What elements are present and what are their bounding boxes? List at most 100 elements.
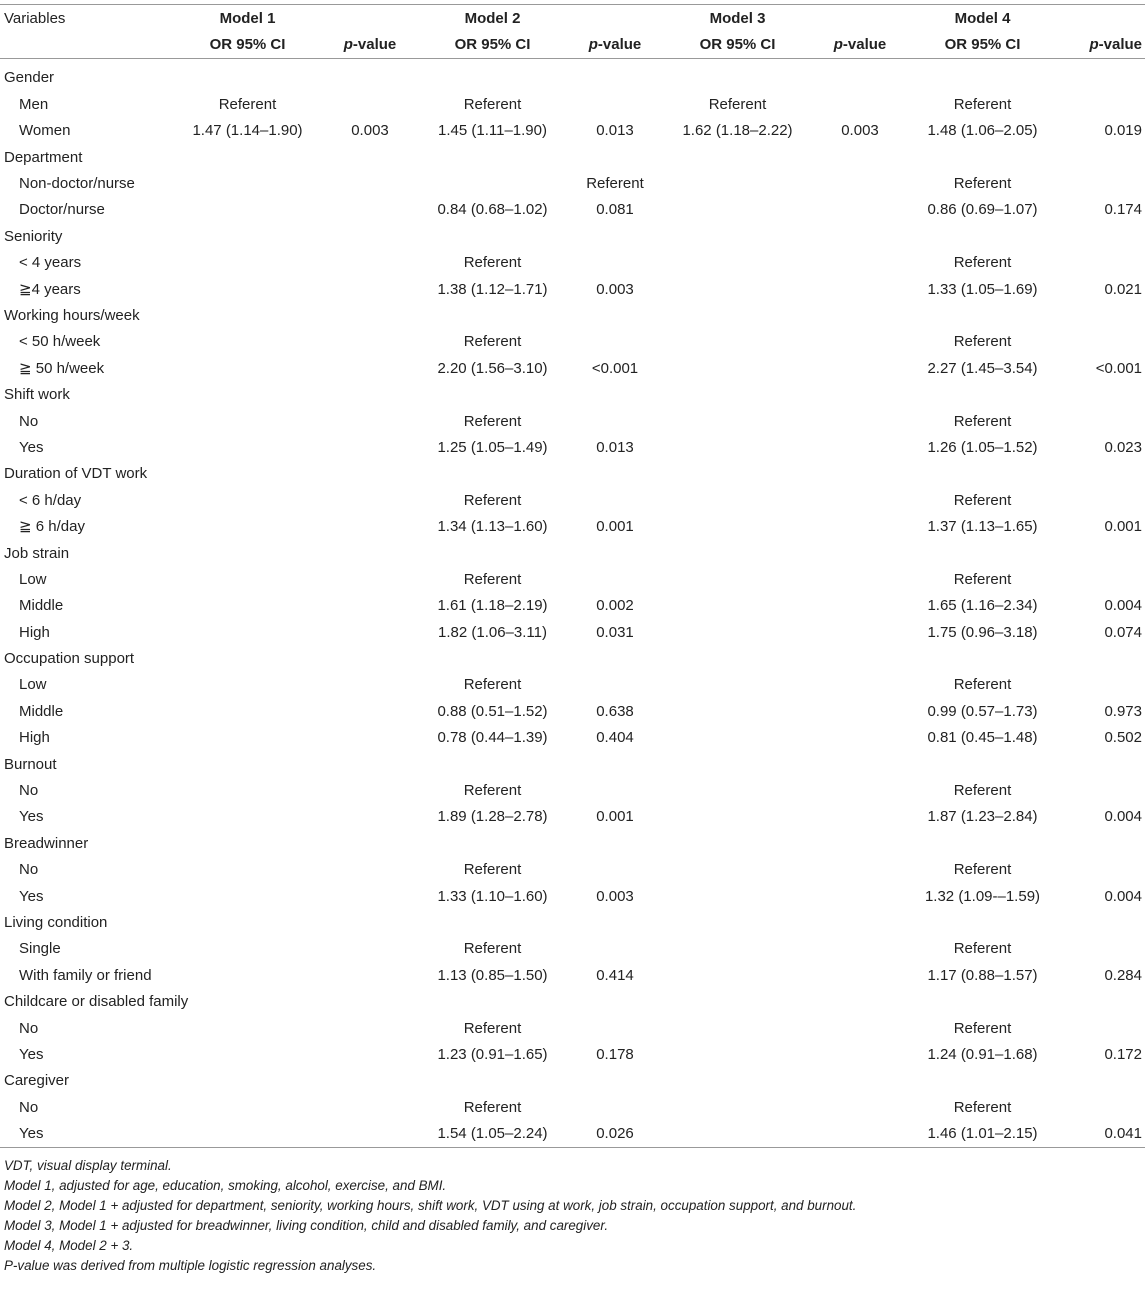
model-4-p-cell — [1055, 91, 1145, 117]
model-4-p-cell: <0.001 — [1095, 359, 1142, 377]
variable-level-label: < 50 h/week — [19, 333, 101, 351]
model-4-p-cell — [1055, 170, 1145, 196]
variable-level-label: No — [19, 1098, 39, 1116]
variable-level-label: < 6 h/day — [19, 491, 82, 509]
model-1-header: Model 1 — [175, 4, 320, 32]
model-3-p-cell — [810, 461, 910, 487]
model-1-or-cell — [175, 936, 320, 962]
model-3-p-cell — [810, 144, 910, 170]
model-4-p-cell: 0.502 — [1104, 729, 1142, 747]
model-1-or-cell — [175, 725, 320, 751]
or-ci-header: OR 95% CI — [175, 31, 320, 59]
table-row: No Referent Referent — [0, 408, 1145, 434]
model-2-p-cell — [565, 645, 665, 671]
table-row: Women 1.47 (1.14–1.90) 0.003 1.45 (1.11–1.9… — [0, 118, 1145, 144]
model-3-or-cell — [665, 144, 810, 170]
model-3-p-cell — [810, 777, 910, 803]
model-2-p-cell — [565, 1015, 665, 1041]
variable-level-label: No — [19, 782, 39, 800]
model-4-or-cell — [910, 751, 1055, 777]
model-1-or-cell — [175, 540, 320, 566]
model-1-p-cell — [320, 58, 420, 91]
model-4-p-cell — [1055, 777, 1145, 803]
model-1-or-cell — [175, 381, 320, 407]
model-2-p-cell — [565, 857, 665, 883]
model-1-or-cell — [175, 988, 320, 1014]
model-2-or-cell — [420, 751, 565, 777]
model-4-or-cell — [910, 223, 1055, 249]
model-3-p-cell — [810, 329, 910, 355]
table-row: No Referent Referent — [0, 777, 1145, 803]
model-2-p-cell: 0.026 — [565, 1120, 665, 1148]
model-2-or-cell: 1.54 (1.05–2.24) — [420, 1120, 565, 1148]
model-2-or-cell — [420, 1068, 565, 1094]
model-4-or-cell: Referent — [953, 1098, 1012, 1116]
variables-header: Variables — [0, 4, 175, 32]
variable-level-label: With family or friend — [19, 966, 152, 984]
model-2-or-cell: 0.84 (0.68–1.02) — [437, 201, 548, 219]
model-3-p-cell — [810, 619, 910, 645]
model-3-p-cell — [810, 725, 910, 751]
model-1-p-cell — [320, 540, 420, 566]
model-3-p-cell — [810, 91, 910, 117]
table-row: ≧ 6 h/day 1.34 (1.13–1.60) 0.001 1.37 (1.13… — [0, 513, 1145, 539]
model-3-or-cell — [665, 988, 810, 1014]
variable-level-label: Women — [19, 122, 71, 140]
variable-level-label: Middle — [19, 597, 64, 615]
model-4-p-cell: 0.021 — [1104, 280, 1142, 298]
model-4-or-cell: 0.99 (0.57–1.73) — [927, 702, 1038, 720]
model-3-or-cell — [665, 197, 810, 223]
table-row: ≧ 50 h/week 2.20 (1.56–3.10) <0.001 2.27 (1… — [0, 355, 1145, 381]
model-3-or-cell — [665, 1041, 810, 1067]
table-row: < 50 h/week Referent Referent — [0, 329, 1145, 355]
model-4-p-cell: 0.973 — [1104, 702, 1142, 720]
model-2-or-cell — [420, 223, 565, 249]
variable-level-label: Doctor/nurse — [19, 201, 105, 219]
model-3-p-cell — [810, 1041, 910, 1067]
table-row-category: Living condition — [0, 909, 1145, 935]
model-3-or-cell — [665, 170, 810, 196]
model-4-or-cell: 1.65 (1.16–2.34) — [927, 597, 1038, 615]
variable-level-label: No — [19, 412, 39, 430]
model-3-p-cell — [810, 250, 910, 276]
model-3-p-cell — [810, 540, 910, 566]
model-4-or-cell: 1.33 (1.05–1.69) — [927, 280, 1038, 298]
model-4-or-cell: Referent — [953, 333, 1012, 351]
table-row-category: Breadwinner — [0, 830, 1145, 856]
variable-level-label: ≧4 years — [19, 280, 81, 298]
model-1-p-cell — [320, 223, 420, 249]
variable-level-label: < 4 years — [19, 254, 82, 272]
model-4-p-cell — [1055, 408, 1145, 434]
model-2-p-cell — [565, 381, 665, 407]
model-1-p-cell — [320, 777, 420, 803]
variable-level-label: Men — [19, 95, 49, 113]
variable-category-label: Department — [4, 148, 83, 166]
model-2-p-cell — [565, 566, 665, 592]
model-3-p-cell — [810, 672, 910, 698]
model-1-or-cell — [175, 619, 320, 645]
or-ci-header: OR 95% CI — [420, 31, 565, 59]
model-4-header: Model 4 — [910, 4, 1055, 32]
model-1-p-cell — [320, 1068, 420, 1094]
variable-category-label: Living condition — [4, 913, 108, 931]
model-1-p-cell — [320, 1094, 420, 1120]
table-row: Men Referent Referent Referent Referent — [0, 91, 1145, 117]
table-body: Gender Men Referent Referent Referent Referen… — [0, 58, 1145, 1148]
or-ci-header: OR 95% CI — [910, 31, 1055, 59]
model-4-or-cell: Referent — [953, 861, 1012, 879]
model-3-p-cell — [810, 909, 910, 935]
footnote-line: P-value was derived from multiple logist… — [4, 1257, 377, 1273]
model-1-p-cell — [320, 197, 420, 223]
model-3-p-cell — [810, 487, 910, 513]
model-2-or-cell: 0.78 (0.44–1.39) — [437, 729, 548, 747]
model-4-or-cell — [910, 58, 1055, 91]
table-row: Low Referent Referent — [0, 566, 1145, 592]
table-row: With family or friend 1.13 (0.85–1.50) 0.4… — [0, 962, 1145, 988]
table-row-category: Duration of VDT work — [0, 461, 1145, 487]
model-4-or-cell: Referent — [953, 491, 1012, 509]
header-row-models: Variables Model 1 Model 2 Model 3 Model … — [0, 4, 1145, 32]
model-2-or-cell: Referent — [463, 570, 522, 588]
model-1-p-cell — [320, 1120, 420, 1148]
model-4-p-cell: 0.041 — [1055, 1120, 1145, 1148]
model-3-or-cell — [665, 276, 810, 302]
